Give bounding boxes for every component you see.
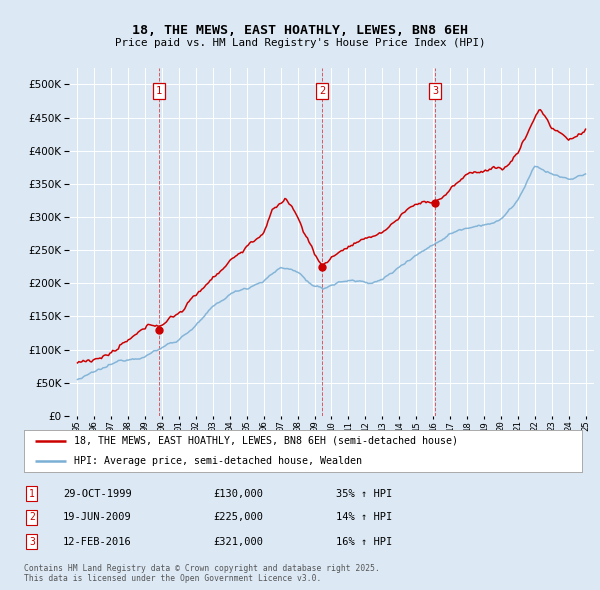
Text: 12-FEB-2016: 12-FEB-2016 [63,537,132,546]
Text: £130,000: £130,000 [213,489,263,499]
Text: HPI: Average price, semi-detached house, Wealden: HPI: Average price, semi-detached house,… [74,455,362,466]
Text: 2: 2 [319,86,325,96]
Text: 16% ↑ HPI: 16% ↑ HPI [336,537,392,546]
Text: 18, THE MEWS, EAST HOATHLY, LEWES, BN8 6EH: 18, THE MEWS, EAST HOATHLY, LEWES, BN8 6… [132,24,468,37]
Text: Price paid vs. HM Land Registry's House Price Index (HPI): Price paid vs. HM Land Registry's House … [115,38,485,48]
Text: 3: 3 [432,86,438,96]
Text: 29-OCT-1999: 29-OCT-1999 [63,489,132,499]
Text: 18, THE MEWS, EAST HOATHLY, LEWES, BN8 6EH (semi-detached house): 18, THE MEWS, EAST HOATHLY, LEWES, BN8 6… [74,436,458,446]
Text: 2: 2 [29,513,35,522]
Text: Contains HM Land Registry data © Crown copyright and database right 2025.
This d: Contains HM Land Registry data © Crown c… [24,563,380,583]
Text: 35% ↑ HPI: 35% ↑ HPI [336,489,392,499]
Text: 3: 3 [29,537,35,546]
Text: 19-JUN-2009: 19-JUN-2009 [63,513,132,522]
Text: 1: 1 [156,86,163,96]
Text: 1: 1 [29,489,35,499]
Text: £321,000: £321,000 [213,537,263,546]
Text: 14% ↑ HPI: 14% ↑ HPI [336,513,392,522]
Text: £225,000: £225,000 [213,513,263,522]
